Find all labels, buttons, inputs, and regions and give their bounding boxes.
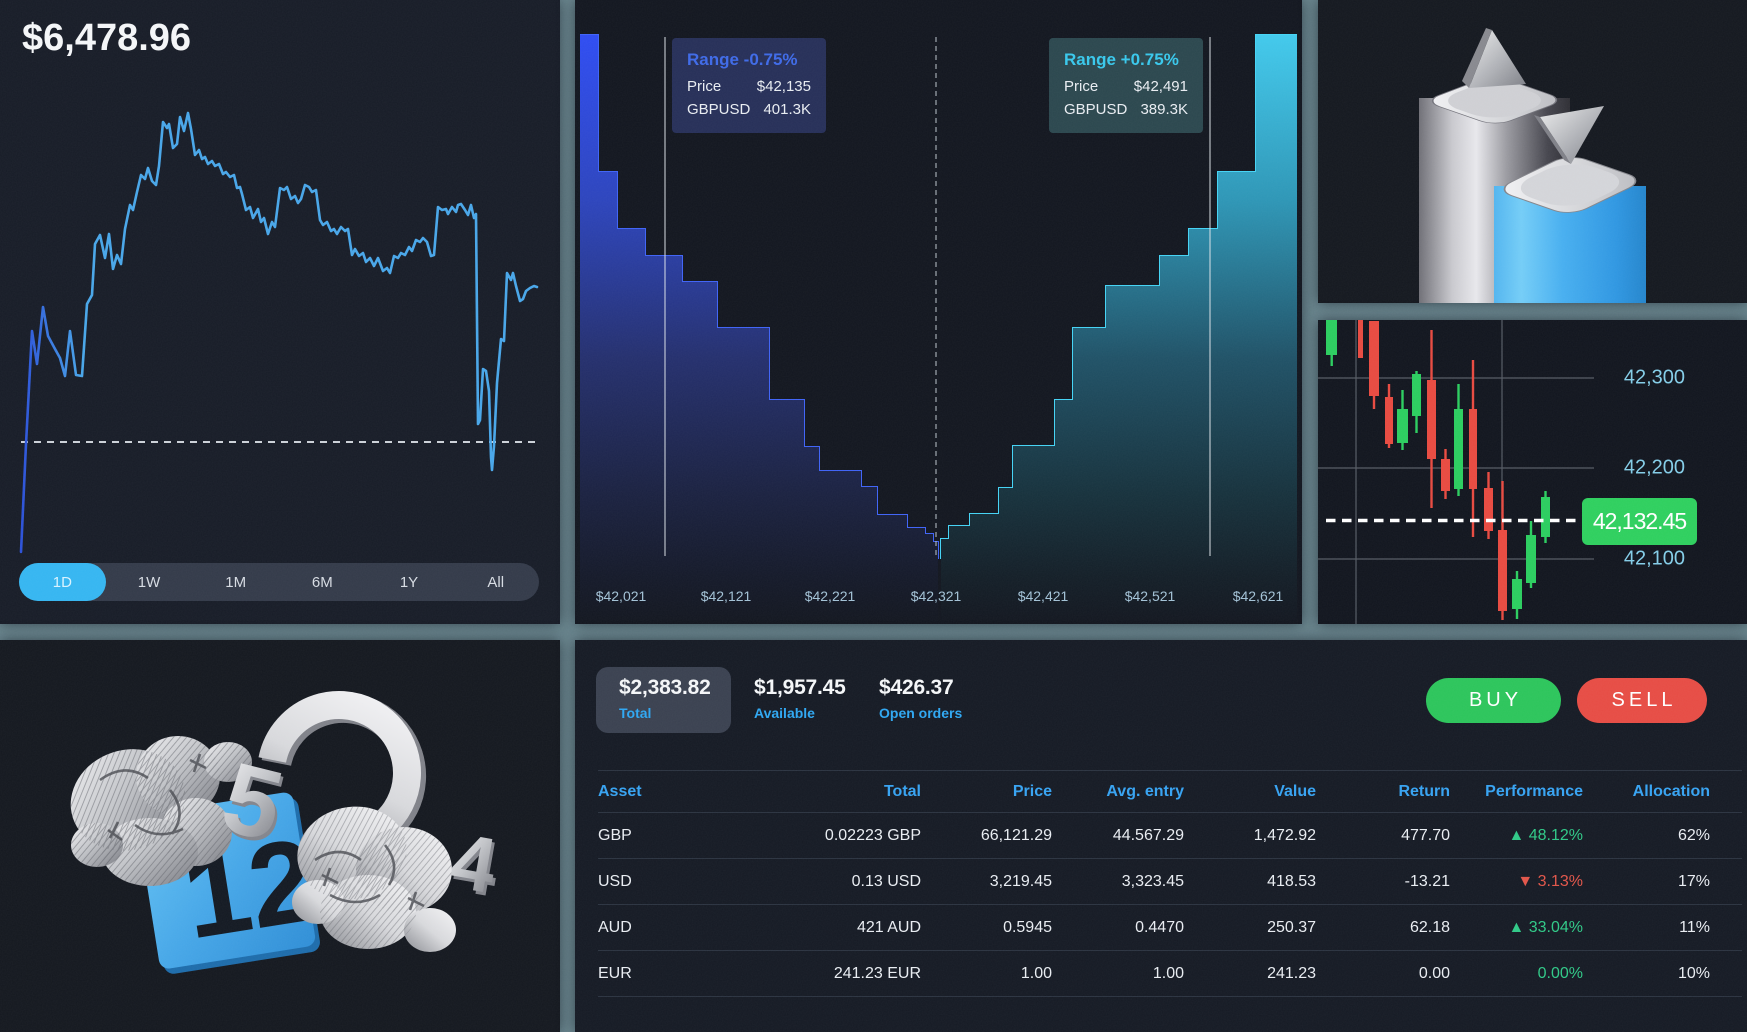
svg-text:4: 4 (445, 816, 503, 910)
